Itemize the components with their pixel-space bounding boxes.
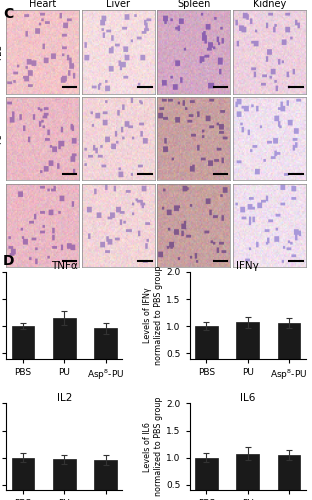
Bar xyxy=(195,326,218,380)
Y-axis label: PU: PU xyxy=(0,133,3,144)
Bar xyxy=(12,326,34,380)
Title: Heart: Heart xyxy=(29,0,56,9)
Bar xyxy=(94,328,117,380)
Title: IFNγ: IFNγ xyxy=(236,261,259,271)
Bar xyxy=(278,324,300,380)
Bar xyxy=(236,454,259,500)
Y-axis label: Levels of IFNγ
normalized to PBS group: Levels of IFNγ normalized to PBS group xyxy=(144,266,163,365)
Text: D: D xyxy=(3,254,15,268)
Title: TNFα: TNFα xyxy=(51,261,78,271)
Title: Kidney: Kidney xyxy=(253,0,286,9)
Title: IL6: IL6 xyxy=(240,392,256,402)
Title: IL2: IL2 xyxy=(56,392,72,402)
Bar xyxy=(236,322,259,380)
Bar xyxy=(94,460,117,500)
Text: C: C xyxy=(3,8,13,22)
Bar xyxy=(278,455,300,500)
Bar xyxy=(195,458,218,500)
Bar xyxy=(12,458,34,500)
Bar xyxy=(53,459,76,500)
Bar xyxy=(53,318,76,380)
Y-axis label: Asp$^8$-PU: Asp$^8$-PU xyxy=(0,208,3,243)
Y-axis label: Levels of IL6
normalized to PBS group: Levels of IL6 normalized to PBS group xyxy=(144,397,163,496)
Y-axis label: PBS: PBS xyxy=(0,44,3,60)
Title: Liver: Liver xyxy=(106,0,130,9)
Title: Spleen: Spleen xyxy=(177,0,211,9)
